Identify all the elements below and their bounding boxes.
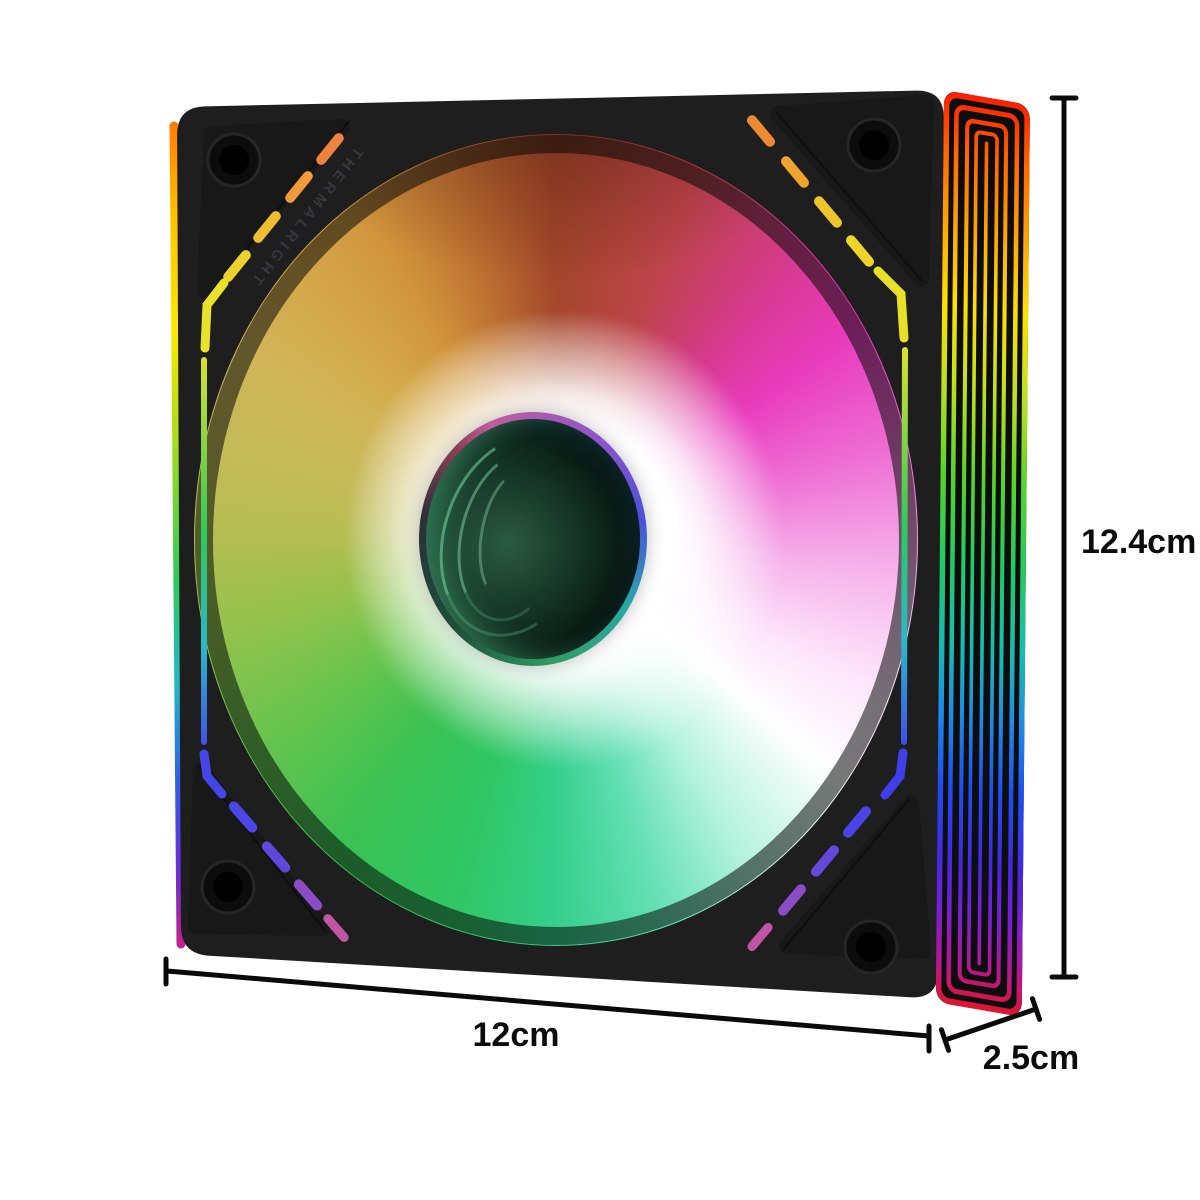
- frame-left-rgb-edge: [169, 121, 186, 949]
- argb-dash: [811, 845, 839, 877]
- side-panel-strip: [946, 104, 1020, 1003]
- argb-dash: [747, 115, 775, 147]
- argb-dash: [223, 250, 251, 282]
- screw-hole-top-right: [846, 117, 902, 173]
- argb-elbow-bottom-left: [199, 749, 227, 799]
- argb-elbow-top-left: [200, 278, 229, 353]
- depth-label: 2.5cm: [983, 1039, 1079, 1077]
- dimension-line-width: [164, 968, 932, 1039]
- dimension-lines: [163, 95, 1079, 1054]
- argb-elbow-bottom-right: [880, 748, 908, 800]
- screw-hole-top-left: [206, 132, 262, 188]
- hub-infinity-mirror: [414, 415, 640, 659]
- dimension-cap: [1029, 996, 1043, 1022]
- width-label: 12cm: [473, 1016, 560, 1054]
- height-label: 12.4cm: [1081, 523, 1196, 561]
- argb-dash: [814, 196, 842, 228]
- argb-dash: [781, 156, 809, 188]
- argb-dash: [846, 235, 874, 267]
- argb-dash: [843, 806, 871, 838]
- screw-hole-bottom-left: [200, 859, 256, 915]
- argb-dash: [747, 922, 773, 952]
- argb-accent-right: [901, 347, 908, 745]
- argb-dash: [228, 801, 258, 833]
- fan-side-panel: [935, 92, 1030, 1015]
- fan-hub: [414, 412, 647, 666]
- argb-dash: [323, 914, 349, 942]
- fan-opening-rim-shadow: [195, 135, 917, 945]
- side-panel-edge-light: [935, 92, 1030, 1015]
- argb-dash: [285, 171, 313, 203]
- argb-dash: [778, 884, 806, 916]
- argb-dash: [253, 211, 281, 243]
- argb-dash: [293, 879, 323, 911]
- argb-dash: [261, 841, 291, 873]
- argb-dash: [316, 133, 344, 165]
- argb-elbow-top-right: [873, 266, 909, 343]
- side-panel-strip: [957, 118, 1009, 989]
- argb-dash-strips: [199, 115, 909, 952]
- dimension-line-depth: [942, 1006, 1039, 1043]
- side-panel-strip: [977, 141, 989, 966]
- screw-holes: [200, 117, 902, 975]
- screw-hole-bottom-right: [843, 919, 899, 975]
- dimension-cap: [938, 1027, 952, 1053]
- side-panel-strip: [966, 130, 999, 977]
